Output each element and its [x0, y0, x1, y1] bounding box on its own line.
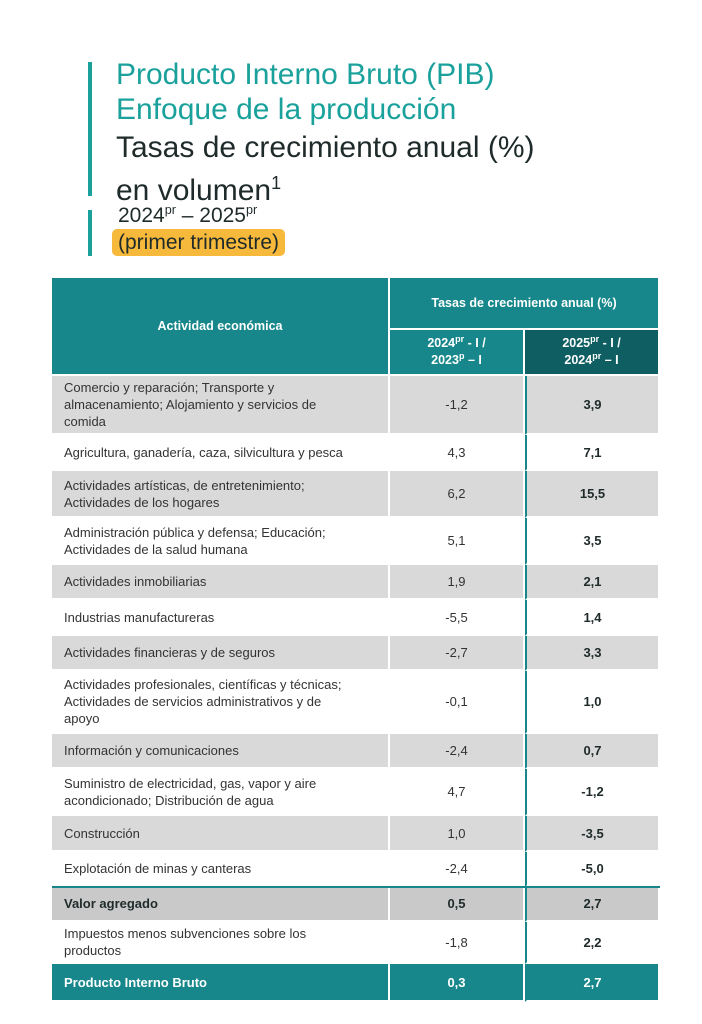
superscript: pr	[246, 203, 258, 217]
sub-header-text: 2024pr - I /2023p – I	[427, 333, 486, 369]
title-line: Enfoque de la producción	[116, 93, 457, 126]
text: 2025	[562, 336, 591, 350]
sub-header-text: 2025pr - I /2024pr – I	[562, 333, 621, 369]
text: – I	[464, 353, 482, 367]
header-line: 2023p – I	[427, 350, 485, 369]
row-label: Explotación de minas y canteras	[52, 852, 390, 887]
row-value: 7,1	[525, 435, 660, 471]
value-added-value: 0,5	[390, 887, 525, 922]
row-label: Industrias manufactureras	[52, 600, 390, 636]
row-value: -2,7	[390, 636, 525, 671]
column-header: Actividad económica	[52, 278, 390, 376]
row-value: -2,4	[390, 852, 525, 887]
row-value: 6,2	[390, 471, 525, 518]
superscript: pr	[592, 350, 602, 361]
text: 2024	[564, 353, 593, 367]
superscript: pr	[455, 333, 465, 344]
row-label: Información y comunicaciones	[52, 734, 390, 769]
period: 2024pr – 2025pr	[118, 203, 257, 228]
accent-bar	[88, 62, 92, 196]
title-line: Tasas de crecimiento anual (%)	[116, 131, 535, 164]
row-value: 1,0	[525, 671, 660, 734]
row-value: -1,2	[525, 769, 660, 816]
row-value: 3,9	[525, 376, 660, 435]
text: - I /	[599, 336, 621, 350]
row-label: Comercio y reparación; Transporte y alma…	[52, 376, 390, 435]
row-value: 3,5	[525, 518, 660, 565]
header-line: 2025pr - I /	[562, 333, 621, 352]
quarter-label: (primer trimestre)	[112, 229, 285, 256]
row-value: 4,7	[390, 769, 525, 816]
row-value: 1,4	[525, 600, 660, 636]
taxes-value: 2,2	[525, 922, 660, 964]
superscript: pr	[590, 333, 600, 344]
row-value: 0,7	[525, 734, 660, 769]
row-label: Suministro de electricidad, gas, vapor y…	[52, 769, 390, 816]
row-value: 2,1	[525, 565, 660, 600]
row-value: -5,5	[390, 600, 525, 636]
row-label: Construcción	[52, 816, 390, 852]
row-value: 3,3	[525, 636, 660, 671]
rule	[52, 886, 660, 888]
text: – 2025	[175, 204, 246, 227]
row-value: -2,4	[390, 734, 525, 769]
title-line: Producto Interno Bruto (PIB)	[116, 58, 495, 91]
row-value: 1,0	[390, 816, 525, 852]
value-added-value: 2,7	[525, 887, 660, 922]
row-label: Actividades inmobiliarias	[52, 565, 390, 600]
header-line: 2024pr – I	[562, 350, 620, 369]
row-label: Actividades artísticas, de entretenimien…	[52, 471, 390, 518]
title-line: en volumen1	[116, 166, 281, 208]
value-added-label: Valor agregado	[52, 887, 390, 922]
accent-bar	[88, 210, 92, 256]
total-value: 0,3	[390, 964, 525, 1002]
superscript: p	[458, 350, 465, 361]
row-value: 5,1	[390, 518, 525, 565]
group-header: Tasas de crecimiento anual (%)	[390, 278, 660, 330]
row-value: 1,9	[390, 565, 525, 600]
text: 2023	[431, 353, 459, 367]
row-value: 15,5	[525, 471, 660, 518]
text: - I /	[464, 336, 486, 350]
total-value: 2,7	[525, 964, 660, 1002]
row-value: -5,0	[525, 852, 660, 887]
row-label: Agricultura, ganadería, caza, silvicultu…	[52, 435, 390, 471]
row-value: -0,1	[390, 671, 525, 734]
sub-header: 2024pr - I /2023p – I	[390, 330, 525, 376]
title-text: en volumen	[116, 174, 272, 207]
taxes-value: -1,8	[390, 922, 525, 964]
sub-header: 2025pr - I /2024pr – I	[525, 330, 660, 376]
row-label: Administración pública y defensa; Educac…	[52, 518, 390, 565]
text: 2024	[427, 336, 456, 350]
row-value: -3,5	[525, 816, 660, 852]
row-label: Actividades financieras y de seguros	[52, 636, 390, 671]
superscript: pr	[164, 203, 176, 217]
row-value: 4,3	[390, 435, 525, 471]
total-label: Producto Interno Bruto	[52, 964, 390, 1002]
row-value: -1,2	[390, 376, 525, 435]
footnote-mark: 1	[271, 173, 282, 193]
row-label: Actividades profesionales, científicas y…	[52, 671, 390, 734]
taxes-label: Impuestos menos subvenciones sobre los p…	[52, 922, 390, 964]
header-line: 2024pr - I /	[427, 333, 486, 352]
text: 2024	[118, 204, 165, 227]
text: – I	[601, 353, 619, 367]
